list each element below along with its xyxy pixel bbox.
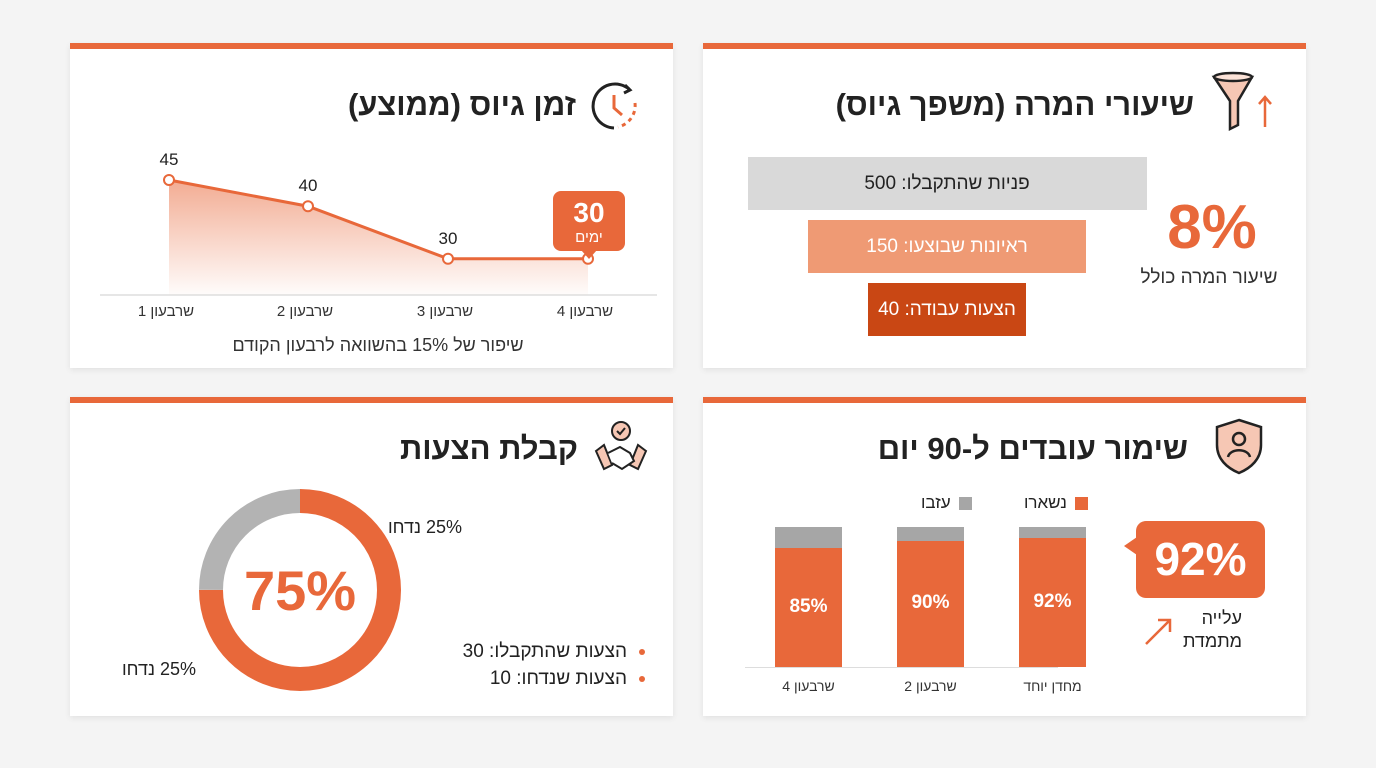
legend-left: עזבו xyxy=(921,493,972,513)
legend-dot xyxy=(639,648,645,655)
card-title: זמן גיוס (ממוצע) xyxy=(347,87,576,122)
funnel-icon xyxy=(1211,71,1272,132)
x-tick-label: שרבעון 1 xyxy=(137,303,195,320)
overall-rate-label: שיעור המרה כולל xyxy=(1140,267,1278,288)
stacked-bar: 85% xyxy=(775,527,842,667)
series-line xyxy=(168,178,588,261)
donut-center-value: 75% xyxy=(243,559,357,622)
time-to-hire-card: זמן גיוס (ממוצע) 45 שרבעון 1 40 שרבעון 2 30 ש… xyxy=(70,43,673,368)
x-tick-label: שרבעון 4 xyxy=(556,303,614,320)
data-point xyxy=(442,252,454,265)
clock-icon xyxy=(591,82,637,130)
legend-dot xyxy=(639,675,645,682)
data-point xyxy=(302,200,314,213)
retention-callout: 92% xyxy=(1124,521,1265,598)
legend-accepted: הצעות שהתקבלו: 30 xyxy=(463,641,645,663)
x-tick-label: שרבעון 4 xyxy=(782,678,835,694)
legend-swatch-left xyxy=(958,497,972,511)
data-label: 40 xyxy=(298,176,318,196)
callout-unit: ימים xyxy=(575,229,603,246)
funnel-stage: ראיונות שבוצעו: 150 xyxy=(808,220,1086,273)
donut-label-top: 25% נדחו xyxy=(388,517,462,537)
x-tick-label: שרבעון 2 xyxy=(276,303,334,320)
legend-swatch-stayed xyxy=(1074,497,1088,511)
callout-bubble: 30 ימים xyxy=(553,191,625,259)
x-tick-label: מחדן יוחד xyxy=(1023,678,1082,694)
funnel-stage: הצעות עבודה: 40 xyxy=(868,283,1026,336)
trend-line-1: עלייה xyxy=(1201,608,1242,628)
donut-label-bottom: 25% נדחו xyxy=(122,659,196,679)
legend-stayed-label: נשארו xyxy=(1024,493,1067,512)
bar-segment-left xyxy=(1019,527,1086,539)
conversion-card: שיעורי המרה (משפך גיוס) פניות שהתקבלו: 5… xyxy=(703,43,1306,368)
donut-slice xyxy=(199,489,401,691)
data-label: 30 xyxy=(438,228,458,248)
x-tick-label: שרבעון 3 xyxy=(416,303,474,320)
legend-rejected-label: הצעות שנדחו: 10 xyxy=(489,668,627,689)
card-title: שיעורי המרה (משפך גיוס) xyxy=(835,87,1194,122)
funnel-stage: פניות שהתקבלו: 500 xyxy=(747,157,1147,210)
line-chart xyxy=(100,174,657,296)
legend-accepted-label: הצעות שהתקבלו: 30 xyxy=(462,641,627,662)
stacked-bar: 92% xyxy=(1019,527,1086,667)
shield-user-icon xyxy=(1215,418,1263,475)
trend-up-arrow-icon xyxy=(1145,618,1172,645)
data-point xyxy=(163,174,175,186)
x-tick-label: שרבעון 2 xyxy=(904,678,957,694)
bar-segment-stayed: 92% xyxy=(1019,538,1086,667)
offer-acceptance-card: קבלת הצעות 75% 25% נדחו 25% נדחו הצעות ש… xyxy=(70,397,673,716)
callout-value: 30 xyxy=(573,197,605,228)
trend-label: עלייה מתמדת xyxy=(1183,607,1242,653)
bar-segment-stayed: 85% xyxy=(775,548,842,667)
trend-line-2: מתמדת xyxy=(1182,631,1242,651)
baseline xyxy=(745,667,1058,668)
retention-callout-value: 92% xyxy=(1154,533,1247,585)
card-title: קבלת הצעות xyxy=(399,431,578,466)
bar-segment-stayed: 90% xyxy=(897,541,964,667)
legend-rejected: הצעות שנדחו: 10 xyxy=(490,668,645,690)
stacked-bar: 90% xyxy=(897,527,964,667)
area-fill xyxy=(169,180,588,295)
handshake-icon xyxy=(594,421,648,471)
retention-card: שימור עובדים ל-90 יום נשארו עזבו 92% מחדן… xyxy=(703,397,1306,716)
legend-stayed: נשארו xyxy=(1024,493,1088,513)
footnote: שיפור של 15% בהשוואה לרבעון הקודם xyxy=(232,335,524,355)
bar-segment-left xyxy=(775,527,842,548)
legend-left-label: עזבו xyxy=(921,493,951,512)
overall-rate-value: 8% xyxy=(1167,193,1257,262)
bar-segment-left xyxy=(897,527,964,541)
card-title: שימור עובדים ל-90 יום xyxy=(877,431,1188,466)
donut-chart xyxy=(199,489,401,691)
data-label: 45 xyxy=(159,150,179,169)
